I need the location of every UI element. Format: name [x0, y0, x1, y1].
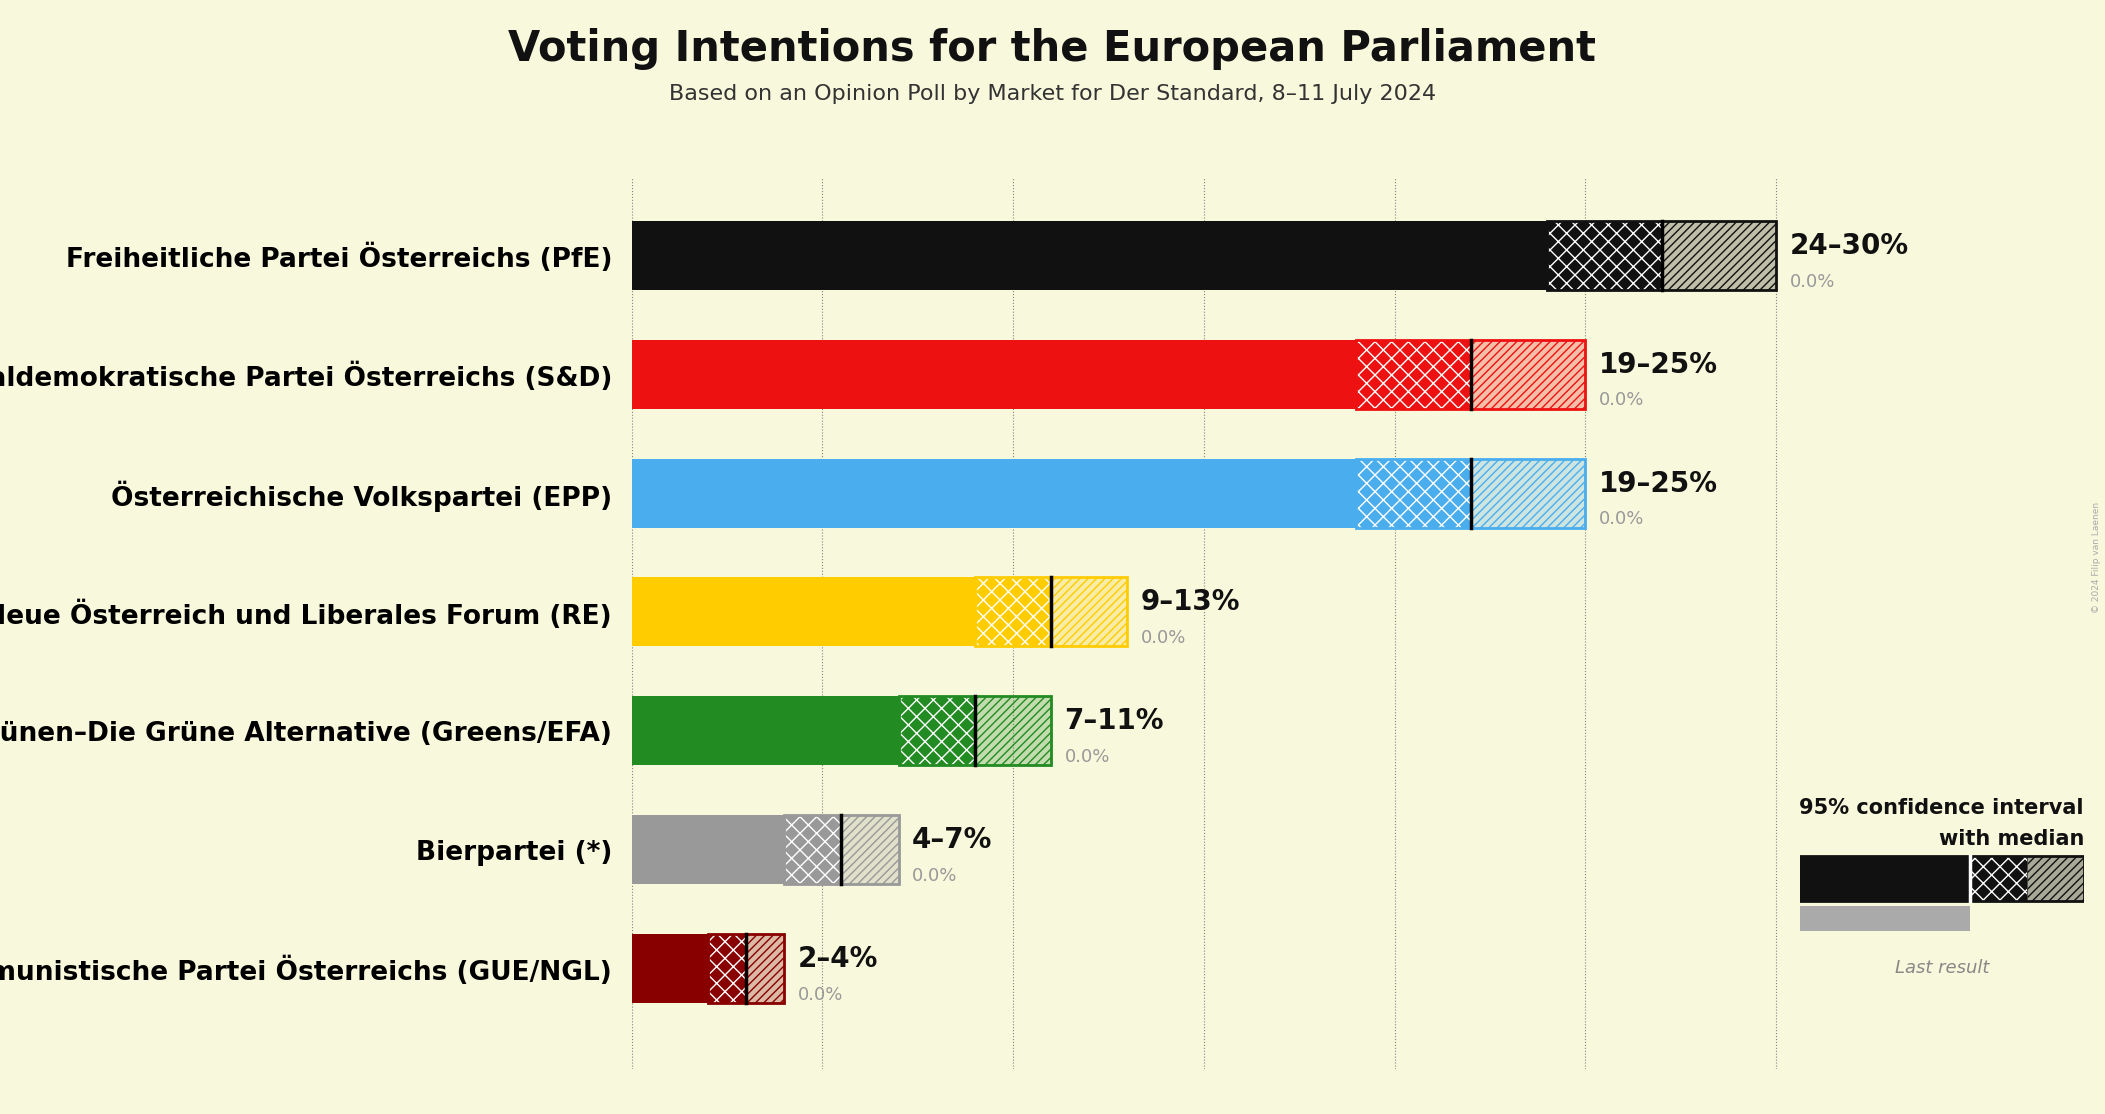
Bar [1356, 340, 1471, 409]
Text: 19–25%: 19–25% [1598, 351, 1718, 379]
Bar [2027, 856, 2084, 901]
Bar [1547, 221, 1777, 290]
Bar [1471, 459, 1585, 528]
Bar [2027, 856, 2084, 901]
Text: 24–30%: 24–30% [1789, 232, 1909, 260]
Bar [1050, 577, 1128, 646]
Bar [1970, 856, 2027, 901]
Bar [899, 696, 975, 765]
Bar [632, 459, 1356, 528]
Bar [1661, 221, 1777, 290]
Text: 0.0%: 0.0% [1598, 510, 1644, 528]
Bar [783, 815, 899, 885]
Bar [707, 934, 783, 1003]
Bar [1970, 856, 2027, 901]
Bar [632, 696, 899, 765]
Bar [1356, 459, 1585, 528]
Text: 9–13%: 9–13% [1141, 588, 1240, 616]
Text: 2–4%: 2–4% [798, 945, 878, 973]
Bar [1800, 907, 1970, 931]
Text: Last result: Last result [1894, 959, 1989, 977]
Bar [842, 815, 899, 885]
Bar [783, 815, 842, 885]
Bar [1356, 340, 1471, 409]
Bar [632, 934, 707, 1003]
Bar [1356, 459, 1471, 528]
Bar [842, 815, 899, 885]
Bar [1356, 459, 1471, 528]
Bar [899, 696, 1050, 765]
Bar [745, 934, 785, 1003]
Bar [899, 696, 975, 765]
Bar [975, 577, 1050, 646]
Bar [1356, 340, 1585, 409]
Text: 0.0%: 0.0% [911, 867, 958, 885]
Bar [632, 815, 783, 885]
Bar [1547, 221, 1661, 290]
Bar [783, 815, 842, 885]
Bar [632, 340, 1356, 409]
Text: 0.0%: 0.0% [798, 986, 842, 1004]
Text: 7–11%: 7–11% [1065, 707, 1164, 735]
Bar [632, 577, 975, 646]
Text: Based on an Opinion Poll by Market for Der Standard, 8–11 July 2024: Based on an Opinion Poll by Market for D… [669, 84, 1436, 104]
Text: with median: with median [1939, 830, 2084, 850]
Bar [745, 934, 785, 1003]
Bar [707, 934, 745, 1003]
Text: 0.0%: 0.0% [1141, 629, 1187, 647]
Text: 0.0%: 0.0% [1065, 747, 1109, 766]
Bar [975, 696, 1050, 765]
Text: 4–7%: 4–7% [911, 827, 991, 854]
Bar [975, 696, 1050, 765]
Bar [1050, 577, 1128, 646]
Bar [1547, 221, 1661, 290]
Bar [975, 577, 1050, 646]
Text: Voting Intentions for the European Parliament: Voting Intentions for the European Parli… [509, 28, 1596, 70]
Text: 0.0%: 0.0% [1598, 391, 1644, 410]
Bar [632, 221, 1547, 290]
Text: © 2024 Filip van Laenen: © 2024 Filip van Laenen [2092, 501, 2101, 613]
Bar [1471, 459, 1585, 528]
Bar [1800, 856, 2084, 901]
Bar [1471, 340, 1585, 409]
Text: 0.0%: 0.0% [1789, 273, 1836, 291]
Bar [1471, 340, 1585, 409]
Bar [707, 934, 745, 1003]
Text: 95% confidence interval: 95% confidence interval [1800, 798, 2084, 818]
Bar [1800, 856, 1970, 901]
Text: 19–25%: 19–25% [1598, 470, 1718, 498]
Bar [975, 577, 1128, 646]
Bar [1661, 221, 1777, 290]
